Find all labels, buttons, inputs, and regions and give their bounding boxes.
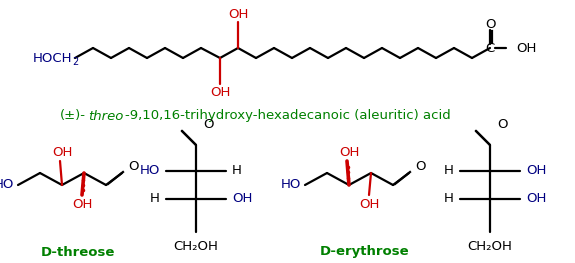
Text: HO: HO (0, 179, 14, 191)
Text: D-erythrose: D-erythrose (320, 245, 410, 259)
Text: OH: OH (72, 199, 92, 211)
Text: CH₂OH: CH₂OH (467, 240, 512, 252)
Text: OH: OH (52, 145, 72, 159)
Text: OH: OH (359, 199, 379, 211)
Text: H: H (150, 193, 160, 205)
Text: HO: HO (140, 164, 160, 178)
Text: -9,10,16-trihydroxy-hexadecanoic (aleuritic) acid: -9,10,16-trihydroxy-hexadecanoic (aleuri… (125, 109, 451, 123)
Text: OH: OH (526, 193, 546, 205)
Text: O: O (203, 119, 213, 132)
Text: H: H (232, 164, 242, 178)
Text: OH: OH (228, 8, 248, 21)
Text: OH: OH (339, 145, 359, 159)
Text: C: C (485, 42, 494, 54)
Text: O: O (128, 160, 139, 174)
Text: O: O (497, 119, 508, 132)
Text: H: H (444, 164, 454, 178)
Text: (±)-: (±)- (60, 109, 86, 123)
Text: CH₂OH: CH₂OH (174, 240, 218, 252)
Text: HOCH: HOCH (33, 52, 72, 64)
Text: OH: OH (232, 193, 252, 205)
Text: HO: HO (281, 179, 301, 191)
Text: O: O (485, 18, 495, 31)
Text: O: O (415, 160, 426, 174)
Text: threo: threo (88, 109, 124, 123)
Text: 2: 2 (72, 57, 78, 67)
Text: OH: OH (516, 42, 536, 54)
Text: OH: OH (526, 164, 546, 178)
Text: D-threose: D-threose (41, 245, 115, 259)
Text: OH: OH (210, 85, 230, 99)
Text: H: H (444, 193, 454, 205)
